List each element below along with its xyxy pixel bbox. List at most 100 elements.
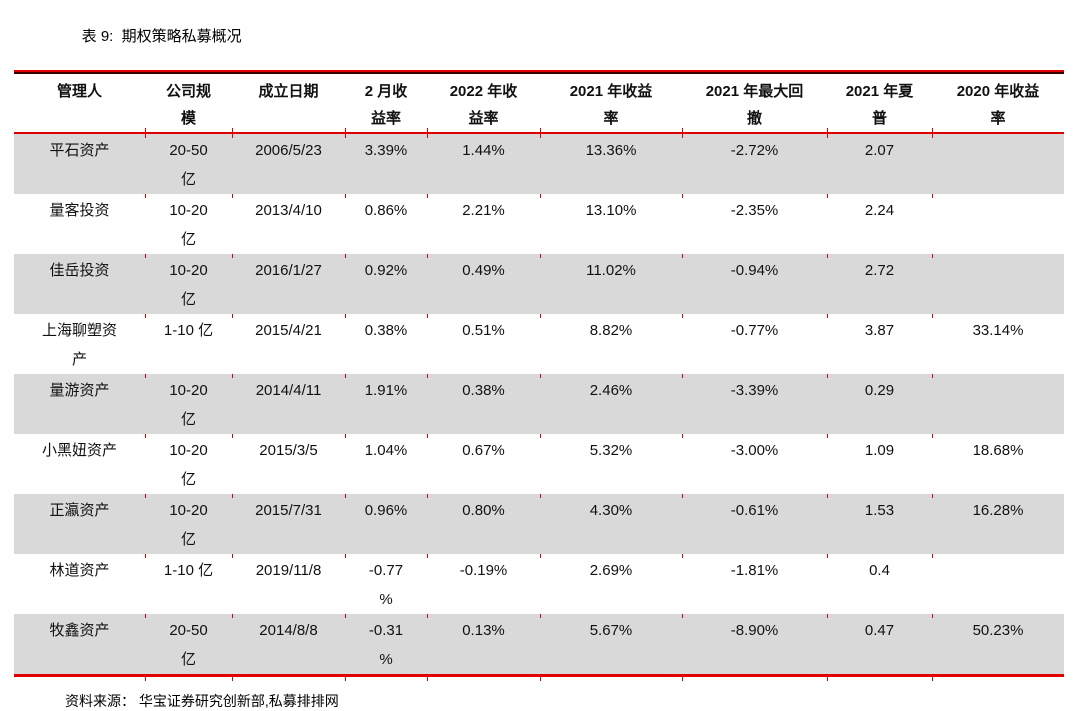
table-cell bbox=[932, 554, 1064, 614]
table-cell: 50.23% bbox=[972, 622, 1024, 639]
table-body: 平石资产 20-50 亿 2006/5/23 3.39% 1.44% 13.36% -2.7… bbox=[14, 134, 1064, 674]
table-cell: 1.44% bbox=[462, 142, 505, 159]
table-cell: 2014/8/8 bbox=[259, 622, 318, 639]
table-cell: 4.30% bbox=[589, 502, 633, 519]
table-cell: 10-20 亿 bbox=[169, 442, 208, 488]
table-bottom-border bbox=[14, 674, 1064, 677]
table-cell: 2015/4/21 bbox=[255, 322, 322, 339]
table-cell: 0.47 bbox=[864, 622, 895, 639]
table-cell: 13.10% bbox=[585, 202, 637, 219]
table-cell: 上海聊塑资 产 bbox=[41, 322, 117, 368]
table-title: 表 9: 期权策略私募概况 bbox=[81, 28, 242, 45]
table-cell: 0.29 bbox=[864, 382, 895, 399]
table-cell: 2019/11/8 bbox=[255, 562, 322, 579]
table-cell: -0.94% bbox=[730, 262, 779, 279]
table-cell: 3.87 bbox=[864, 322, 895, 339]
table-cell: -0.77 % bbox=[368, 562, 404, 608]
table-cell: 0.4 bbox=[869, 562, 890, 579]
table-cell: 1.91% bbox=[364, 382, 408, 399]
table-cell: -3.39% bbox=[730, 382, 779, 399]
table-cell: 18.68% bbox=[972, 442, 1024, 459]
table-cell: 2.69% bbox=[589, 562, 633, 579]
table-cell: 量游资产 bbox=[49, 382, 110, 399]
table-cell: 佳岳投资 bbox=[49, 262, 110, 279]
table-row: 量客投资 10-20 亿 2013/4/10 0.86% 2.21% 13.10% -2.3… bbox=[14, 194, 1064, 254]
column-header-2022-return: 2022 年收 益率 bbox=[449, 83, 518, 127]
table-cell: 2006/5/23 bbox=[255, 142, 322, 159]
table-cell: 8.82% bbox=[589, 322, 633, 339]
column-header-manager: 管理人 bbox=[56, 83, 102, 100]
table-cell: 33.14% bbox=[972, 322, 1024, 339]
table-cell: 11.02% bbox=[586, 262, 636, 279]
table-row: 林道资产 1-10 亿 2019/11/8 -0.77 % -0.19% 2.69% -1.… bbox=[14, 554, 1064, 614]
column-header-2021-drawdown: 2021 年最大回 撤 bbox=[705, 83, 804, 127]
table-cell: 0.86% bbox=[364, 202, 408, 219]
table-cell: 13.36% bbox=[585, 142, 637, 159]
table-cell: 牧鑫资产 bbox=[49, 622, 110, 639]
table-cell: 2.07 bbox=[864, 142, 895, 159]
table-cell: 2014/4/11 bbox=[255, 382, 322, 399]
table-cell: 10-20 亿 bbox=[169, 502, 208, 548]
table-cell: 0.80% bbox=[462, 502, 505, 519]
table-cell bbox=[932, 134, 1064, 194]
table-row: 量游资产 10-20 亿 2014/4/11 1.91% 0.38% 2.46% -3.39… bbox=[14, 374, 1064, 434]
table-cell: 正瀛资产 bbox=[49, 502, 110, 519]
table-row: 牧鑫资产 20-50 亿 2014/8/8 -0.31 % 0.13% 5.67% -8.9… bbox=[14, 614, 1064, 674]
table-cell: 0.38% bbox=[364, 322, 408, 339]
column-header-2021-return: 2021 年收益 率 bbox=[569, 83, 653, 127]
table-cell: 1-10 亿 bbox=[163, 562, 214, 579]
table-cell: 0.49% bbox=[462, 262, 505, 279]
table-row: 平石资产 20-50 亿 2006/5/23 3.39% 1.44% 13.36% -2.7… bbox=[14, 134, 1064, 194]
table-cell: 量客投资 bbox=[49, 202, 110, 219]
table-cell: 0.92% bbox=[364, 262, 408, 279]
table-cell: -0.31 % bbox=[368, 622, 404, 668]
table-cell: 2.72 bbox=[864, 262, 895, 279]
table-cell: 平石资产 bbox=[49, 142, 110, 159]
table-cell: 20-50 亿 bbox=[169, 142, 208, 188]
table-cell: 10-20 亿 bbox=[169, 382, 208, 428]
table-cell: 2015/7/31 bbox=[255, 502, 322, 519]
table-cell: 2016/1/27 bbox=[255, 262, 322, 279]
table-cell bbox=[932, 194, 1064, 254]
table-row: 小黑妞资产 10-20 亿 2015/3/5 1.04% 0.67% 5.32% -3.00… bbox=[14, 434, 1064, 494]
table-row: 佳岳投资 10-20 亿 2016/1/27 0.92% 0.49% 11.02% -0.9… bbox=[14, 254, 1064, 314]
table-cell: 10-20 亿 bbox=[169, 262, 208, 308]
table-cell: 2015/3/5 bbox=[259, 442, 318, 459]
table-cell: 林道资产 bbox=[49, 562, 110, 579]
table-cell: 2.24 bbox=[864, 202, 895, 219]
table-cell: -3.00% bbox=[730, 442, 779, 459]
table-cell: -0.19% bbox=[459, 562, 508, 579]
table-cell: 20-50 亿 bbox=[169, 622, 208, 668]
table-cell: 小黑妞资产 bbox=[41, 442, 117, 459]
table-cell: 16.28% bbox=[972, 502, 1024, 519]
column-header-2020-return: 2020 年收益 率 bbox=[956, 83, 1040, 127]
table-cell: 1.09 bbox=[864, 442, 895, 459]
table-caption: 表 9: 期权策略私募概况 bbox=[14, 6, 1064, 70]
table-cell: 1.53 bbox=[864, 502, 895, 519]
table-cell: 10-20 亿 bbox=[169, 202, 208, 248]
table-cell: 0.51% bbox=[462, 322, 505, 339]
table-cell: 2.46% bbox=[589, 382, 633, 399]
table-cell: 0.13% bbox=[462, 622, 505, 639]
report-table-page: 表 9: 期权策略私募概况 管理人 公司规 模 成立日期 2 月收 益率 202… bbox=[14, 0, 1064, 711]
table-cell bbox=[932, 254, 1064, 314]
table-cell: 2013/4/10 bbox=[255, 202, 322, 219]
table-row: 上海聊塑资 产 1-10 亿 2015/4/21 0.38% 0.51% 8.82% -0.… bbox=[14, 314, 1064, 374]
table-cell: 5.32% bbox=[589, 442, 633, 459]
table-cell: 1.04% bbox=[364, 442, 408, 459]
table-cell: -8.90% bbox=[730, 622, 779, 639]
column-header-founded-date: 成立日期 bbox=[258, 83, 319, 100]
table-cell: 5.67% bbox=[589, 622, 633, 639]
table-cell: 2.21% bbox=[462, 202, 505, 219]
table-row: 正瀛资产 10-20 亿 2015/7/31 0.96% 0.80% 4.30% -0.61… bbox=[14, 494, 1064, 554]
column-header-feb-return: 2 月收 益率 bbox=[364, 83, 408, 127]
table-cell: 1-10 亿 bbox=[163, 322, 214, 339]
table-header-row: 管理人 公司规 模 成立日期 2 月收 益率 2022 年收 益率 2021 年… bbox=[14, 74, 1064, 134]
table-cell: -0.77% bbox=[730, 322, 779, 339]
column-header-2021-sharpe: 2021 年夏 普 bbox=[845, 83, 914, 127]
table-cell: 0.67% bbox=[462, 442, 505, 459]
table-cell: 0.38% bbox=[462, 382, 505, 399]
title-separator-line bbox=[14, 70, 1064, 74]
table-cell bbox=[932, 374, 1064, 434]
table-cell: -2.72% bbox=[730, 142, 779, 159]
